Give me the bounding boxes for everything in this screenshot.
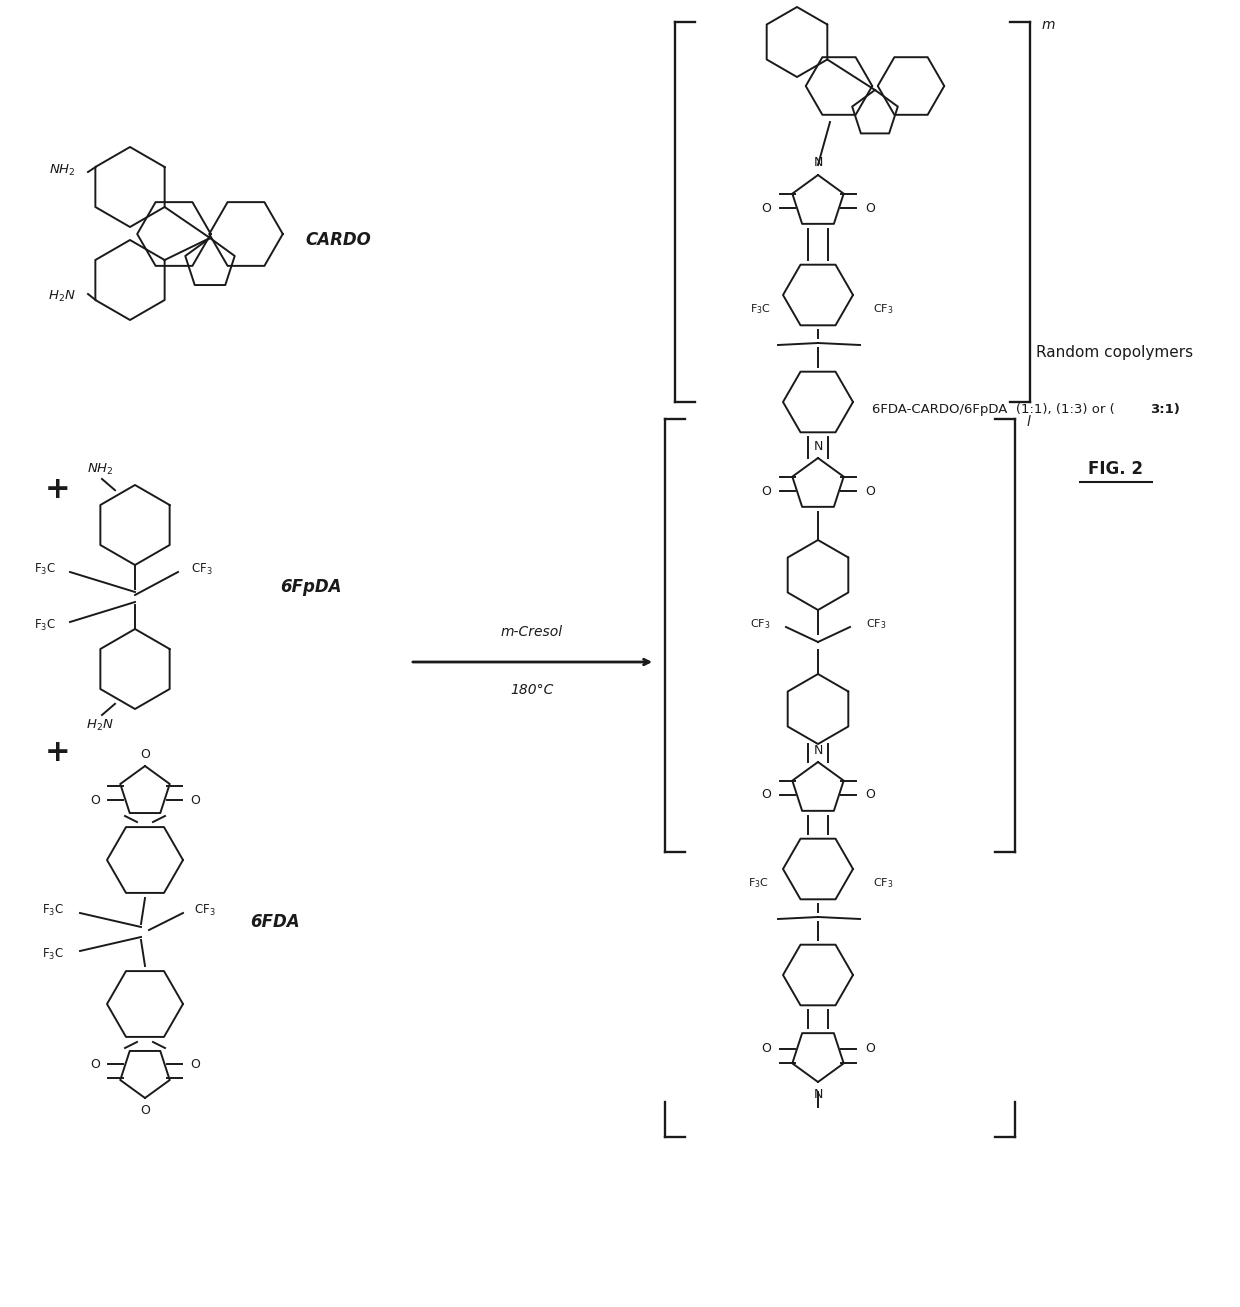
- Text: F$_3$C: F$_3$C: [33, 617, 56, 633]
- Text: O: O: [866, 201, 875, 214]
- Text: H$_2$N: H$_2$N: [48, 289, 76, 303]
- Text: 6FDA: 6FDA: [250, 914, 300, 931]
- Text: O: O: [190, 793, 200, 806]
- Text: O: O: [761, 1043, 771, 1056]
- Text: CARDO: CARDO: [305, 231, 371, 250]
- Text: N: N: [813, 1087, 822, 1100]
- Text: N: N: [813, 439, 822, 452]
- Text: NH$_2$: NH$_2$: [48, 162, 76, 178]
- Text: 3:1): 3:1): [1151, 403, 1180, 416]
- Text: +: +: [45, 474, 71, 503]
- Text: O: O: [140, 1103, 150, 1116]
- Text: +: +: [45, 737, 71, 766]
- Text: F$_3$C: F$_3$C: [42, 946, 64, 962]
- Text: m-Cresol: m-Cresol: [501, 625, 563, 639]
- Text: 180°C: 180°C: [511, 684, 554, 697]
- Text: l: l: [1027, 416, 1030, 429]
- Text: O: O: [866, 788, 875, 801]
- Text: 6FpDA: 6FpDA: [280, 578, 341, 596]
- Text: CF$_3$: CF$_3$: [866, 617, 887, 631]
- Text: O: O: [91, 793, 100, 806]
- Text: FIG. 2: FIG. 2: [1087, 460, 1142, 478]
- Text: O: O: [761, 485, 771, 498]
- Text: N: N: [813, 744, 822, 757]
- Text: O: O: [761, 201, 771, 214]
- Text: CF$_3$: CF$_3$: [750, 617, 770, 631]
- Text: CF$_3$: CF$_3$: [873, 876, 893, 890]
- Text: F$_3$C: F$_3$C: [42, 902, 64, 918]
- Text: O: O: [140, 748, 150, 761]
- Text: Random copolymers: Random copolymers: [1037, 345, 1194, 359]
- Text: H$_2$N: H$_2$N: [86, 718, 114, 732]
- Text: N: N: [813, 157, 822, 170]
- Text: CF$_3$: CF$_3$: [873, 302, 893, 316]
- Text: 6FDA-CARDO/6FpDA  (1:1), (1:3) or (: 6FDA-CARDO/6FpDA (1:1), (1:3) or (: [872, 403, 1115, 416]
- Text: O: O: [91, 1057, 100, 1070]
- Text: F$_3$C: F$_3$C: [749, 302, 770, 316]
- Text: CF$_3$: CF$_3$: [191, 562, 213, 576]
- Text: O: O: [866, 485, 875, 498]
- Text: O: O: [190, 1057, 200, 1070]
- Text: CF$_3$: CF$_3$: [195, 902, 216, 918]
- Text: O: O: [761, 788, 771, 801]
- Text: m: m: [1042, 18, 1055, 31]
- Text: NH$_2$: NH$_2$: [87, 461, 113, 477]
- Text: F$_3$C: F$_3$C: [748, 876, 769, 890]
- Text: F$_3$C: F$_3$C: [33, 562, 56, 576]
- Text: O: O: [866, 1043, 875, 1056]
